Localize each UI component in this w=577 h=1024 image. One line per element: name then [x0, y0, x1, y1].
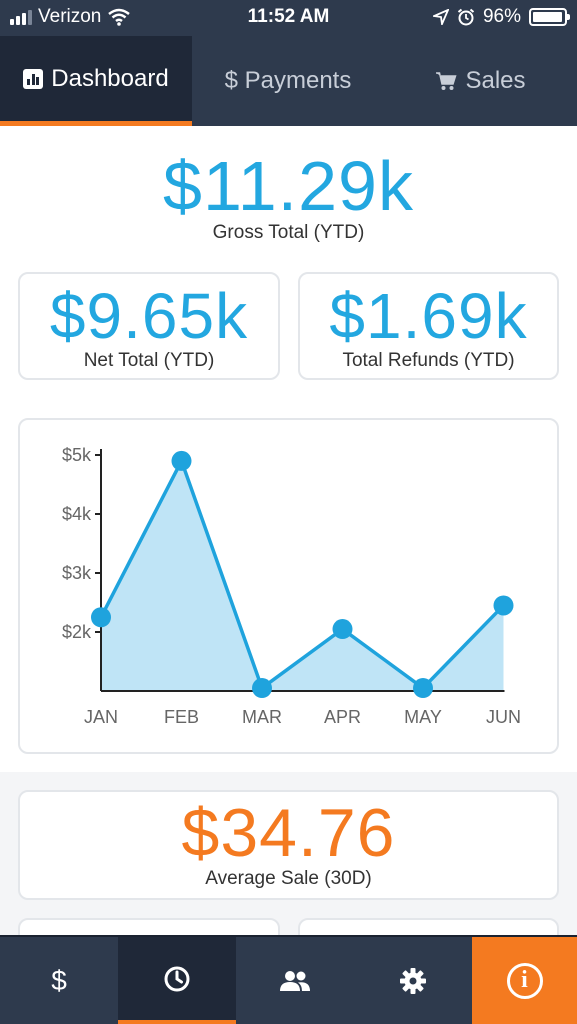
people-icon	[280, 970, 310, 991]
nav-settings[interactable]	[354, 937, 472, 1024]
metric-card-partial[interactable]	[298, 918, 559, 935]
net-total-card[interactable]: $9.65k Net Total (YTD)	[18, 272, 280, 380]
tab-sales[interactable]: Sales	[384, 36, 577, 126]
sales-chart-card: $2k $3k $4k $5k JAN FEB MAR APR MAY JUN	[18, 418, 559, 754]
average-sale-caption: Average Sale (30D)	[205, 868, 372, 889]
chart-y-tick-label: $5k	[62, 445, 92, 465]
chart-x-tick-label: MAY	[404, 707, 442, 727]
chart-y-tick-label: $3k	[62, 563, 92, 583]
info-icon: i	[506, 962, 543, 999]
chart-data-point	[332, 619, 353, 640]
status-right: 96%	[432, 6, 570, 28]
top-tab-bar: Dashboard $ Payments Sales	[0, 36, 577, 126]
battery-percent: 96%	[482, 6, 521, 27]
nav-history[interactable]	[118, 937, 236, 1024]
chart-y-tick-label: $2k	[62, 622, 92, 642]
sales-chart: $2k $3k $4k $5k JAN FEB MAR APR MAY JUN	[62, 445, 521, 727]
signal-icon	[10, 9, 32, 25]
status-left: Verizon	[10, 6, 131, 28]
nav-customers[interactable]	[236, 937, 354, 1024]
tab-dashboard[interactable]: Dashboard	[0, 36, 192, 126]
average-sale-value: $34.76	[181, 795, 396, 871]
gross-total-caption: Gross Total (YTD)	[212, 222, 365, 243]
chart-y-tick-label: $4k	[62, 504, 92, 524]
average-sale-card[interactable]: $34.76 Average Sale (30D)	[18, 790, 559, 900]
dashboard-content: $11.29k Gross Total (YTD) $9.65k Net Tot…	[0, 126, 577, 935]
status-time: 11:52 AM	[247, 6, 330, 27]
chart-x-tick-label: JUN	[486, 707, 521, 727]
net-total-value: $9.65k	[49, 280, 249, 352]
chart-x-tick-label: FEB	[164, 707, 199, 727]
battery-icon	[529, 8, 570, 26]
tab-payments[interactable]: $ Payments	[192, 36, 384, 126]
dollar-icon: $	[51, 964, 67, 996]
gross-total-value: $11.29k	[163, 147, 414, 225]
total-refunds-value: $1.69k	[329, 280, 528, 352]
carrier-name: Verizon	[38, 6, 102, 27]
chart-series-line	[99, 456, 505, 691]
bar-chart-icon	[23, 68, 44, 89]
bottom-nav: $ i	[0, 935, 577, 1024]
clock-icon	[164, 966, 190, 991]
chart-data-point	[171, 450, 192, 471]
gear-icon	[400, 967, 426, 994]
status-bar: Verizon 11:52 AM 96%	[0, 0, 577, 36]
tab-sales-label: Sales	[465, 67, 526, 94]
nav-info[interactable]: i	[472, 937, 577, 1024]
total-refunds-caption: Total Refunds (YTD)	[342, 350, 515, 371]
chart-data-point	[252, 678, 272, 699]
chart-data-point	[413, 678, 433, 699]
total-refunds-card[interactable]: $1.69k Total Refunds (YTD)	[298, 272, 559, 380]
nav-payments[interactable]: $	[0, 937, 118, 1024]
chart-x-tick-label: APR	[324, 707, 361, 727]
metric-card-partial[interactable]	[18, 918, 280, 935]
chart-data-point	[91, 607, 111, 628]
chart-x-tick-label: MAR	[242, 707, 282, 727]
tab-payments-label: $ Payments	[224, 67, 352, 94]
gross-total-block: $11.29k Gross Total (YTD)	[0, 150, 577, 244]
tab-dashboard-label: Dashboard	[51, 64, 169, 92]
net-total-caption: Net Total (YTD)	[83, 350, 215, 371]
chart-x-tick-label: JAN	[84, 707, 118, 727]
chart-data-point	[493, 595, 514, 616]
alarm-icon	[457, 8, 475, 26]
wifi-icon	[108, 8, 131, 26]
location-arrow-icon	[432, 9, 449, 25]
cart-icon	[436, 72, 457, 90]
